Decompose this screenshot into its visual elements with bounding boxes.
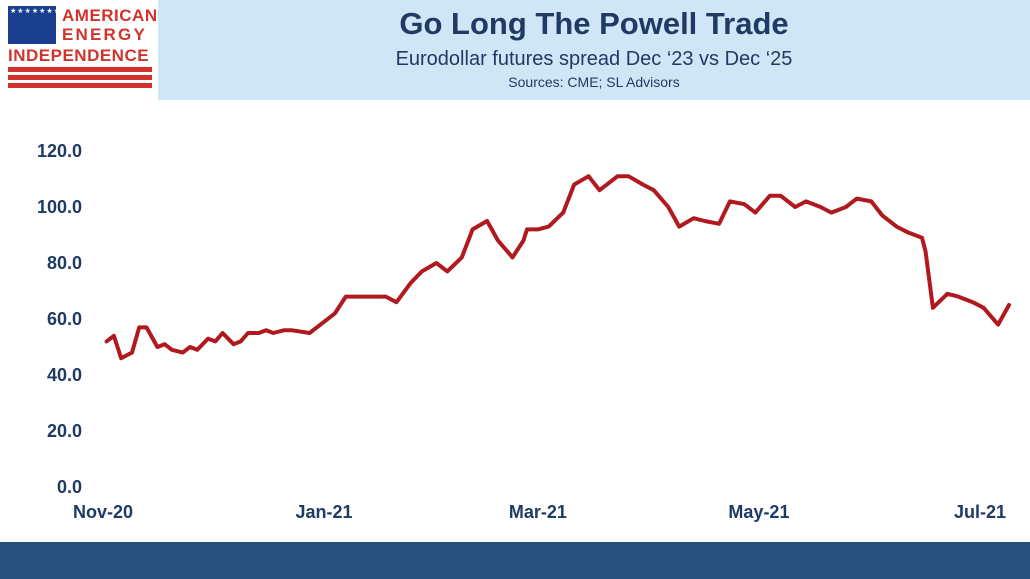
y-tick-label: 100.0 [37, 197, 82, 217]
logo-line-3: INDEPENDENCE [8, 46, 150, 65]
y-tick-label: 0.0 [57, 477, 82, 497]
y-tick-label: 60.0 [47, 309, 82, 329]
logo-line-2: ENERGY [62, 25, 147, 44]
chart-subtitle: Eurodollar futures spread Dec ‘23 vs Dec… [395, 48, 793, 70]
logo-line-1: AMERICAN [62, 6, 158, 25]
x-tick-label: Jul-21 [954, 502, 1006, 522]
y-tick-label: 80.0 [47, 253, 82, 273]
series-group [104, 174, 1011, 361]
x-tick-label: Mar-21 [509, 502, 567, 522]
x-tick-label: Jan-21 [296, 502, 353, 522]
header-banner [158, 0, 1030, 100]
logo-stripe [8, 67, 152, 72]
x-axis: Nov-20 Jan-21 Mar-21 May-21 Jul-21 [73, 502, 1006, 522]
y-tick-label: 120.0 [37, 141, 82, 161]
source-note: Sources: CME; SL Advisors [508, 74, 680, 90]
footer-bar [0, 542, 1030, 579]
chart-title: Go Long The Powell Trade [399, 6, 789, 41]
x-tick-label: Nov-20 [73, 502, 133, 522]
y-tick-label: 20.0 [47, 421, 82, 441]
y-axis: 0.0 20.0 40.0 60.0 80.0 100.0 120.0 [37, 141, 82, 497]
flag-icon: ★★★★★★★★★★★★★★★★★★★★★★★★★★★★★★★★★★★★ [8, 6, 56, 44]
y-tick-label: 40.0 [47, 365, 82, 385]
chart-plot: 0.0 20.0 40.0 60.0 80.0 100.0 120.0 Nov-20 Jan-… [37, 141, 1011, 522]
logo: ★★★★★★★★★★★★★★★★★★★★★★★★★★★★★★★★★★★★ AME… [0, 0, 158, 100]
x-tick-label: May-21 [728, 502, 789, 522]
logo-stripe [8, 75, 152, 80]
logo-stripe [8, 83, 152, 88]
series-line [104, 174, 1011, 361]
